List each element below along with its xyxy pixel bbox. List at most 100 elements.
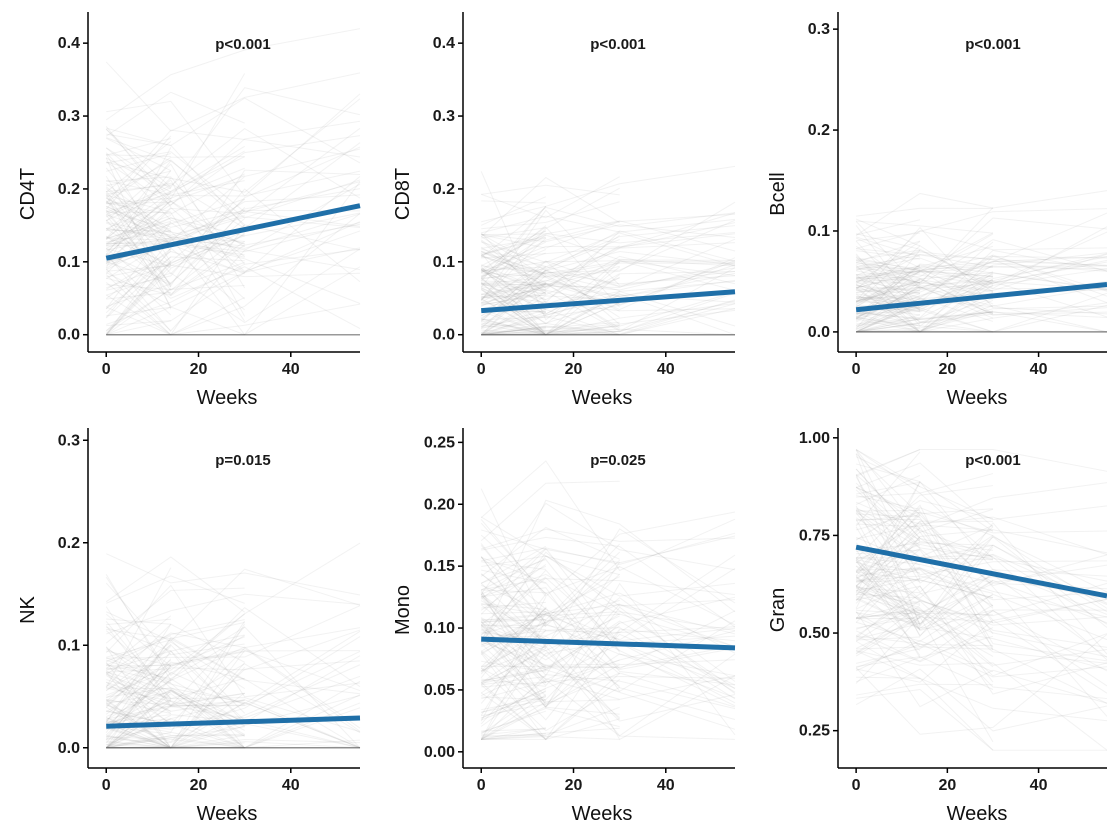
x-tick-label: 0: [102, 361, 111, 378]
subject-trajectory-line: [105, 670, 172, 714]
subject-trajectory-line: [106, 198, 245, 247]
subject-trajectory-line: [480, 561, 621, 677]
subject-trajectory-line: [105, 248, 172, 300]
subject-trajectory-line: [856, 282, 921, 294]
subject-trajectory-line: [105, 254, 172, 316]
subject-trajectory-line: [480, 233, 547, 271]
subject-trajectory-line: [480, 593, 547, 679]
subject-trajectory-line: [855, 544, 1107, 625]
subject-trajectory-line: [856, 248, 1107, 270]
subject-trajectory-line: [481, 314, 546, 334]
subject-trajectory-line: [106, 224, 245, 289]
subject-trajectory-line: [855, 604, 921, 654]
subject-trajectory-line: [855, 468, 994, 558]
x-tick-label: 20: [565, 777, 583, 794]
subject-trajectory-line: [480, 652, 620, 741]
subject-trajectory-line: [481, 283, 620, 329]
subject-trajectory-line: [856, 267, 994, 305]
subject-trajectory-line: [105, 147, 245, 258]
subject-trajectory-line: [480, 604, 736, 716]
subject-trajectory-line: [481, 645, 736, 737]
subject-trajectory-line: [480, 234, 736, 280]
subject-trajectory-line: [105, 587, 245, 644]
subject-trajectory-line: [481, 649, 736, 722]
subject-trajectory-line: [481, 239, 620, 280]
subject-trajectory-line: [105, 256, 172, 319]
subject-trajectory-line: [855, 480, 1107, 593]
subject-trajectory-line: [106, 673, 361, 733]
subject-trajectory-line: [105, 648, 172, 684]
subject-trajectory-line: [106, 660, 361, 743]
subject-trajectory-line: [480, 595, 547, 646]
subject-trajectory-line: [481, 576, 620, 622]
gran-chart: 0.25 0.50 0.75 1.00 0 20 40 Weeks Gran p<0.001: [767, 428, 1107, 825]
subject-trajectory-line: [106, 210, 171, 230]
y-tick-label: 0.3: [58, 108, 80, 125]
subject-trajectory-line: [481, 260, 736, 321]
subject-trajectory-line: [105, 186, 245, 258]
subject-trajectory-line: [106, 575, 245, 604]
subject-trajectory-line: [855, 218, 921, 247]
subject-trajectory-line: [105, 73, 246, 200]
subject-trajectory-line: [481, 272, 546, 278]
subject-trajectory-line: [855, 565, 1107, 626]
subject-trajectory-line: [105, 630, 361, 749]
subject-trajectory-line: [855, 256, 1107, 333]
subject-trajectory-line: [105, 678, 361, 749]
subject-trajectory-line: [106, 127, 361, 216]
subject-trajectory-line: [480, 650, 547, 701]
subject-trajectory-line: [855, 571, 1107, 617]
subject-trajectories: [480, 165, 736, 336]
subject-trajectory-line: [855, 511, 1107, 534]
subject-trajectory-line: [481, 696, 546, 711]
subject-trajectory-line: [480, 645, 547, 694]
subject-trajectory-line: [481, 329, 546, 336]
subject-trajectory-line: [481, 176, 620, 219]
subject-trajectory-line: [106, 726, 245, 749]
subject-trajectory-line: [856, 220, 994, 234]
subject-trajectory-line: [105, 159, 245, 226]
subject-trajectory-line: [481, 201, 620, 230]
subject-trajectory-line: [855, 270, 994, 320]
subject-trajectory-line: [856, 249, 1107, 325]
subject-trajectory-line: [855, 449, 1107, 477]
y-tick-label: 0.2: [433, 181, 455, 198]
subject-trajectory-line: [106, 142, 361, 229]
subject-trajectory-line: [105, 625, 245, 708]
subject-trajectory-line: [855, 449, 921, 488]
subject-trajectory-line: [855, 514, 921, 573]
subject-trajectory-line: [855, 611, 921, 651]
subject-trajectory-line: [855, 284, 1107, 333]
subject-trajectory-line: [106, 272, 245, 336]
subject-trajectory-line: [856, 259, 993, 270]
subject-trajectory-line: [106, 724, 171, 740]
subject-trajectory-line: [855, 486, 1107, 624]
subject-trajectory-line: [855, 255, 1107, 299]
subject-trajectory-line: [105, 661, 361, 749]
subject-trajectory-line: [481, 311, 546, 336]
subject-trajectory-line: [855, 271, 994, 330]
subject-trajectory-line: [105, 679, 172, 725]
subject-trajectory-line: [106, 230, 245, 272]
subject-trajectory-line: [106, 237, 361, 304]
subject-trajectory-line: [481, 728, 546, 732]
subject-trajectory-line: [106, 618, 171, 626]
subject-trajectory-line: [481, 592, 736, 654]
subject-trajectory-line: [855, 451, 921, 527]
subject-trajectory-line: [856, 305, 1107, 333]
subject-trajectory-line: [481, 561, 546, 570]
subject-trajectory-line: [106, 205, 172, 234]
subject-trajectory-line: [106, 152, 171, 172]
subject-trajectory-line: [855, 286, 921, 322]
subject-trajectory-line: [105, 567, 172, 688]
subject-trajectory-line: [855, 268, 1107, 333]
subject-trajectory-line: [480, 242, 736, 289]
subject-trajectory-line: [480, 597, 736, 682]
subject-trajectory-line: [855, 305, 921, 333]
x-tick-label: 20: [190, 361, 208, 378]
subject-trajectory-line: [106, 194, 171, 213]
subject-trajectory-line: [481, 233, 736, 273]
subject-trajectory-line: [855, 263, 921, 284]
y-tick-label: 0.1: [58, 637, 80, 654]
subject-trajectory-line: [855, 468, 1107, 583]
